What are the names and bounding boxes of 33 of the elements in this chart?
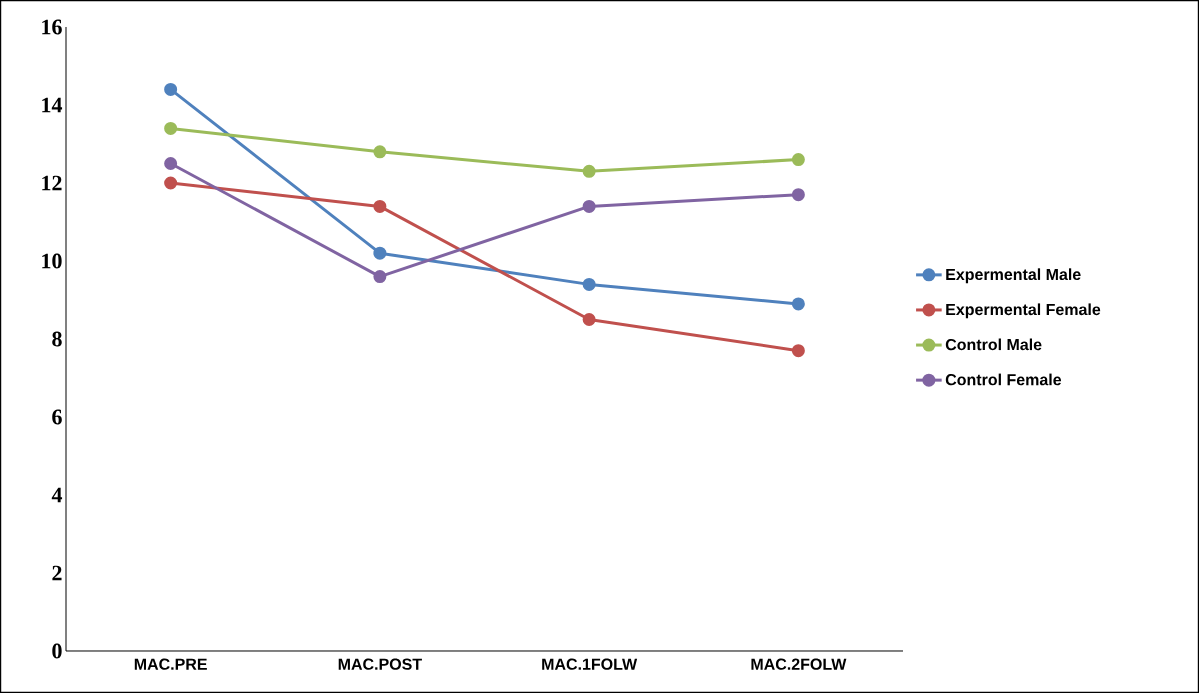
point	[373, 246, 387, 260]
point	[164, 156, 178, 170]
x-tick-label: MAC.POST	[338, 658, 422, 670]
point	[582, 277, 596, 291]
point	[791, 153, 805, 167]
y-tick-label: 2	[52, 565, 62, 581]
point	[791, 344, 805, 358]
point	[373, 270, 387, 284]
point	[582, 199, 596, 213]
point	[582, 164, 596, 178]
point	[582, 312, 596, 326]
point	[164, 121, 178, 135]
x-tick-label: MAC.2FOLW	[751, 658, 847, 670]
y-tick-label: 8	[52, 331, 62, 347]
y-tick-label: 6	[52, 409, 62, 425]
legend-label: Expermental Male	[946, 268, 1081, 284]
y-tick-label: 16	[42, 19, 62, 35]
y-tick-label: 4	[51, 487, 63, 503]
y-tick-label: 14	[42, 97, 63, 113]
point	[791, 188, 805, 202]
y-tick-label: 12	[42, 175, 62, 191]
point	[164, 82, 178, 96]
point	[373, 199, 387, 213]
legend-label: Control Male	[945, 338, 1042, 351]
point	[164, 176, 178, 190]
x-tick-label: MAC.1FOLW	[542, 658, 638, 670]
point	[791, 297, 805, 311]
x-tick-label: MAC.PRE	[134, 658, 207, 670]
legend-label: Expermental Female	[946, 303, 1101, 319]
y-tick-label: 0	[52, 643, 62, 659]
legend-label: Control Female	[945, 373, 1062, 386]
point	[373, 145, 387, 159]
y-tick-label: 10	[42, 253, 62, 269]
